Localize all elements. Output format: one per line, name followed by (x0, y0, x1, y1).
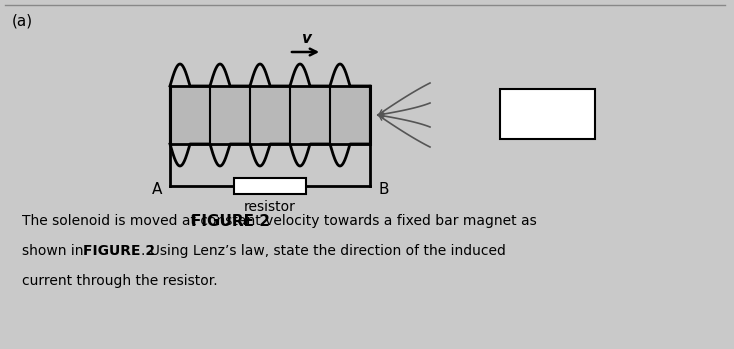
Text: S: S (563, 105, 574, 123)
Text: B: B (378, 183, 388, 198)
Text: v: v (301, 31, 311, 46)
Bar (170, 86, 370, 144)
Text: (a): (a) (12, 14, 33, 29)
Text: . Using Lenz’s law, state the direction of the induced: . Using Lenz’s law, state the direction … (141, 244, 506, 258)
Bar (500, 89, 595, 139)
Text: FIGURE 2: FIGURE 2 (83, 244, 156, 258)
Bar (234, 178, 306, 194)
Text: N: N (520, 105, 533, 123)
Text: The solenoid is moved at constant velocity towards a fixed bar magnet as: The solenoid is moved at constant veloci… (22, 214, 537, 228)
Text: current through the resistor.: current through the resistor. (22, 274, 217, 288)
Text: FIGURE 2: FIGURE 2 (191, 214, 269, 229)
Text: shown in: shown in (22, 244, 88, 258)
Text: A: A (152, 183, 162, 198)
Text: resistor: resistor (244, 200, 296, 214)
